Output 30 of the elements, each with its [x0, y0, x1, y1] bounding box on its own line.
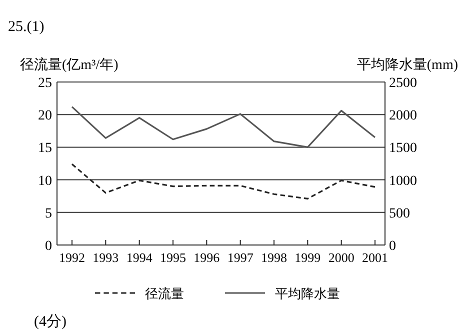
y2-tick-label: 0 [389, 239, 396, 254]
x-tick-label: 1994 [126, 250, 153, 265]
y-tick-label: 20 [38, 108, 52, 124]
x-tick-label: 1998 [261, 250, 287, 265]
y-axis-title: 径流量(亿m³/年) [20, 57, 119, 73]
y2-tick-label: 500 [389, 206, 410, 222]
y2-tick-label: 2000 [389, 108, 417, 124]
text: (4分) [34, 313, 66, 330]
y2-tick-label: 1500 [389, 141, 417, 156]
x-tick-label: 1997 [227, 250, 254, 265]
y-tick-label: 0 [45, 239, 52, 254]
y-tick-label: 15 [38, 141, 52, 156]
x-tick-label: 1993 [92, 250, 119, 265]
legend-label: 径流量 [145, 286, 184, 301]
text: 25.(1) [8, 19, 44, 35]
line-series [71, 106, 376, 148]
x-tick-label: 1992 [59, 250, 85, 265]
y2-axis-title: 平均降水量(mm) [356, 57, 458, 73]
y2-tick-label: 1000 [389, 174, 417, 189]
x-tick-label: 1999 [294, 250, 321, 265]
x-tick-label: 1995 [160, 250, 186, 265]
line-series [71, 163, 376, 200]
y-tick-label: 10 [38, 174, 52, 189]
x-tick-label: 2001 [362, 250, 388, 265]
y-tick-label: 25 [38, 76, 52, 91]
y-tick-label: 5 [45, 206, 52, 222]
x-tick-label: 2000 [328, 250, 354, 265]
x-tick-label: 1996 [194, 250, 220, 265]
legend-label: 平均降水量 [275, 286, 340, 301]
y2-tick-label: 2500 [389, 76, 417, 91]
